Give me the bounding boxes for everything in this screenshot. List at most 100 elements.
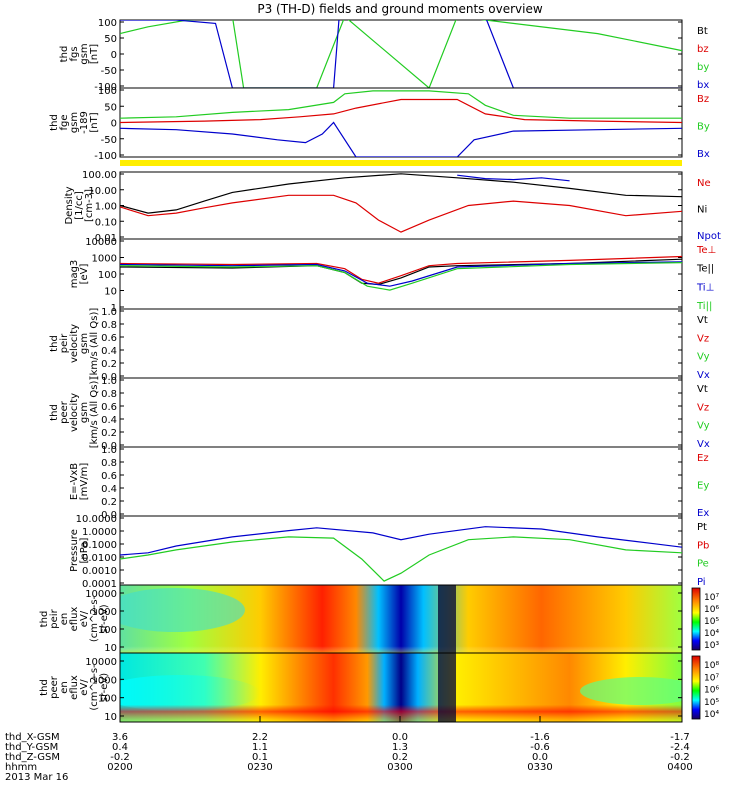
ieflux-yticks: 10000 1000 100 10 [85,589,682,654]
density-ytick-label: 10.00 [88,186,117,197]
fge-ylabel-line: -189 [79,111,90,134]
x-row-value: 0300 [387,762,412,773]
temp-line-Te⊥ [120,255,682,284]
temp-legend-Te⊥: Te⊥ [696,245,716,256]
pressure-legend-Pt: Pt [697,522,707,533]
ieflux-ytick-label: 10000 [85,589,117,600]
veer-frame [119,377,683,448]
fge-ylabel-line: fge [59,114,70,130]
fge-line-Bz [120,98,682,124]
efield-legend-Ex: Ex [697,508,709,519]
density-ytick-label: 0.10 [95,217,117,228]
fge-frame [119,87,683,158]
efield-legend: Ez Ey Ex [697,453,709,519]
fgs-ytick-label: 50 [104,34,117,45]
fgs-legend-bz: bz [697,44,709,55]
fge-series [120,90,682,157]
efield-ytick-label: 0.4 [101,484,117,495]
fge-ylabel-line: gsm [69,112,80,133]
fgs-ytick-label: -50 [101,66,117,77]
eeflux-ytick-label: 100 [98,694,117,705]
veir-yticks: 1.0 0.8 0.6 0.4 0.2 0.0 [101,307,682,383]
eeflux-yticks: 10000 1000 100 10 [85,657,682,723]
x-row-value: 3.6 [112,732,128,743]
eeflux-colorbar-label: 10⁸ [704,661,719,671]
eeflux-frame [119,652,683,723]
temp-line-Ti|| [120,262,682,291]
pressure-legend-Pe: Pe [697,559,709,570]
x-row-label: thd_Y-GSM [5,742,58,753]
ieflux-ylabel-line: en [59,613,70,626]
fge-legend-Bz: Bz [697,94,709,105]
temp-ytick-label: 10 [104,287,117,298]
eeflux-colorbar-label: 10⁷ [704,673,719,683]
fgs-frame [119,19,683,89]
density-legend-Ni: Ni [697,205,707,216]
veir-ylabel-line: velocity [69,324,80,363]
pressure-ylabel: Pressure [nPa] [69,529,90,572]
x-row-value: 2.2 [252,732,268,743]
veir-ylabel-line: thd [49,335,60,352]
pressure-legend-Pb: Pb [697,540,709,551]
x-row-label: thd_X-GSM [5,732,60,743]
veer-legend: Vt Vz Vy Vx [697,384,710,450]
density-ylabel-line: [1/cc] [74,191,85,220]
fgs-legend-bx: bx [697,80,709,91]
veer-ylabel-line: thd [49,404,60,421]
fgs-yticks: 100 50 0 -50 -100 [94,18,682,93]
ieflux-ytick-label: 100 [98,625,117,636]
temp-legend-Te||: Te|| [696,264,714,275]
eeflux-ylabel-line: sr-eV) [99,673,110,702]
efield-ylabel-line: [mV/m] [79,463,90,501]
pressure-ytick-label: 0.0010 [82,566,117,577]
ieflux-colorbar-label: 10³ [704,641,719,651]
fge-ytick-label: -100 [94,151,117,162]
efield-legend-Ez: Ez [697,453,709,464]
temp-frame [119,238,683,310]
efield-yticks: 1.0 0.8 0.6 0.4 0.2 0.0 [101,445,682,521]
veir-ytick-label: 0.6 [101,333,117,344]
pressure-ytick-label: 10.0000 [76,514,117,525]
fgs-legend-by: by [697,62,709,73]
veer-ylabel-line: [km/s (All Qs)] [89,377,100,449]
density-line-Ni [120,173,682,214]
ieflux-ylabel-line: eflux [69,607,80,632]
temp-legend: Te⊥ Te|| Ti⊥ Ti|| [696,245,716,312]
ieflux-ylabel-line: eV/ [79,610,90,627]
temp-legend-Ti||: Ti|| [696,301,712,312]
veir-ytick-label: 1.0 [101,307,117,318]
veir-legend-Vt: Vt [697,315,708,326]
fgs-ytick-label: 100 [98,18,117,29]
density-ytick-label: 0.01 [95,233,117,244]
fgs-ylabel-line: thd [59,46,70,63]
fgs-line-by [120,20,682,88]
ieflux-dark-core [438,585,456,653]
temp-legend-Ti⊥: Ti⊥ [696,282,714,293]
eeflux-ytick-label: 10 [104,712,117,723]
veer-legend-Vt: Vt [697,384,708,395]
ieflux-colorbar-label: 10⁴ [704,629,719,639]
veir-frame [119,308,683,379]
veer-ylabel-line: gsm [79,402,90,423]
x-row-thd_X-GSM: thd_X-GSM 3.6 2.2 0.0 -1.6 -1.7 [5,732,690,743]
density-ytick-label: 1.00 [95,202,117,213]
fgs-ylabel-line: gsm [79,43,90,64]
fge-ytick-label: 100 [98,86,117,97]
temp-ytick-label: 100 [98,270,117,281]
ieflux-colorbar: 10⁷ 10⁶ 10⁵ 10⁴ 10³ [691,587,719,651]
x-row-value: 0330 [527,762,552,773]
eeflux-dark-core [438,653,456,722]
x-row-value: 0.4 [112,742,128,753]
ieflux-ylabel-line: peir [49,608,60,628]
veir-ylabel-line: gsm [79,333,90,354]
pressure-yticks: 10.0000 1.0000 0.1000 0.0100 0.0010 0.0001 [76,514,682,590]
ieflux-colorbar-rect [691,587,701,651]
panel-efield: 1.0 0.8 0.6 0.4 0.2 0.0 E=-VxB [mV/m] Ez Ey Ex [69,445,709,521]
veer-legend-Vz: Vz [697,402,709,413]
veer-ytick-label: 0.6 [101,402,117,413]
